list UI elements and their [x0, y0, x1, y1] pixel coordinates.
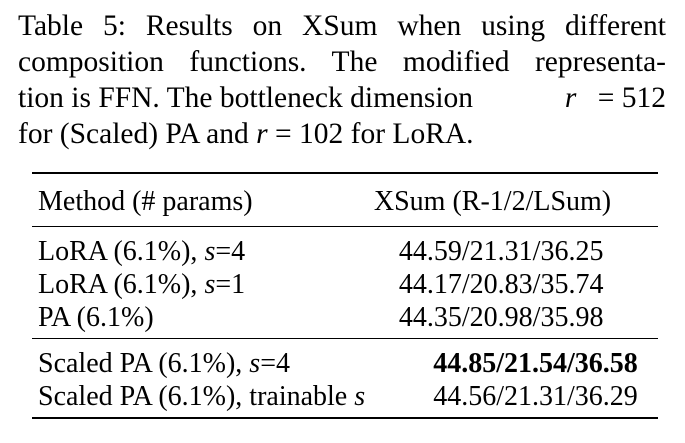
caption-line-4: for (Scaled) PA and r = 102 for LoRA. — [18, 116, 666, 152]
caption-line-4-text: for (Scaled) PA and — [18, 118, 257, 150]
caption-line-3-var: r — [564, 82, 577, 114]
header-method: Method (# params) — [38, 186, 253, 217]
caption-line-4-value: = 102 for LoRA. — [267, 118, 474, 150]
caption-line-3: tion is FFN. The bottleneck dimension r … — [18, 80, 666, 116]
table-row: PA (6.1%) 44.35/20.98/35.98 — [32, 301, 658, 338]
results-table-body: Method (# params) XSum (R-1/2/LSum) — [32, 174, 658, 226]
method-var: s — [249, 347, 261, 379]
method-cell: Scaled PA (6.1%), trainable — [38, 380, 355, 412]
method-var: s — [204, 268, 216, 300]
table-row: LoRA (6.1%), s=4 44.59/21.31/36.25 — [32, 227, 658, 268]
table-row: LoRA (6.1%), s=1 44.17/20.83/35.74 — [32, 268, 658, 301]
group-1-table: LoRA (6.1%), s=4 44.59/21.31/36.25 LoRA … — [32, 227, 658, 338]
table-row: Scaled PA (6.1%), s=4 44.85/21.54/36.58 — [32, 339, 658, 380]
method-var: s — [354, 380, 366, 412]
method-cell: Scaled PA (6.1%), — [38, 347, 250, 379]
table-bottom-rule — [32, 417, 658, 419]
method-cell: LoRA (6.1%), — [38, 268, 205, 300]
method-var: s — [204, 235, 216, 267]
table-group-rule — [32, 338, 658, 339]
method-cell: LoRA (6.1%), — [38, 235, 205, 267]
table-top-rule — [32, 172, 658, 174]
method-suffix: =4 — [260, 347, 290, 379]
table-row: Scaled PA (6.1%), trainable s 44.56/21.3… — [32, 380, 658, 417]
table-header-row: Method (# params) XSum (R-1/2/LSum) — [32, 174, 658, 226]
score-cell: 44.35/20.98/35.98 — [398, 301, 604, 333]
caption-line-3-text: tion is FFN. The bottleneck dimension — [18, 82, 481, 114]
caption-line-4-var: r — [256, 118, 268, 150]
score-cell-best: 44.85/21.54/36.58 — [433, 347, 638, 379]
group-2-table: Scaled PA (6.1%), s=4 44.85/21.54/36.58 … — [32, 339, 658, 417]
caption-line-1: Table 5: Results on XSum when using diff… — [18, 10, 666, 42]
table-caption: Table 5: Results on XSum when using diff… — [18, 8, 666, 152]
method-cell: PA (6.1%) — [38, 301, 154, 333]
method-suffix: =1 — [215, 268, 246, 300]
results-table: Method (# params) XSum (R-1/2/LSum) LoRA… — [32, 172, 658, 419]
table-header-rule — [32, 226, 658, 227]
score-cell: 44.56/21.31/36.29 — [433, 380, 638, 412]
caption-line-2: composition functions. The modified repr… — [18, 46, 666, 78]
score-cell: 44.17/20.83/35.74 — [398, 268, 604, 300]
method-suffix: =4 — [215, 235, 246, 267]
caption-line-3-value: = 512 — [590, 82, 666, 114]
score-cell: 44.59/21.31/36.25 — [398, 235, 604, 267]
header-score: XSum (R-1/2/LSum) — [373, 186, 612, 217]
